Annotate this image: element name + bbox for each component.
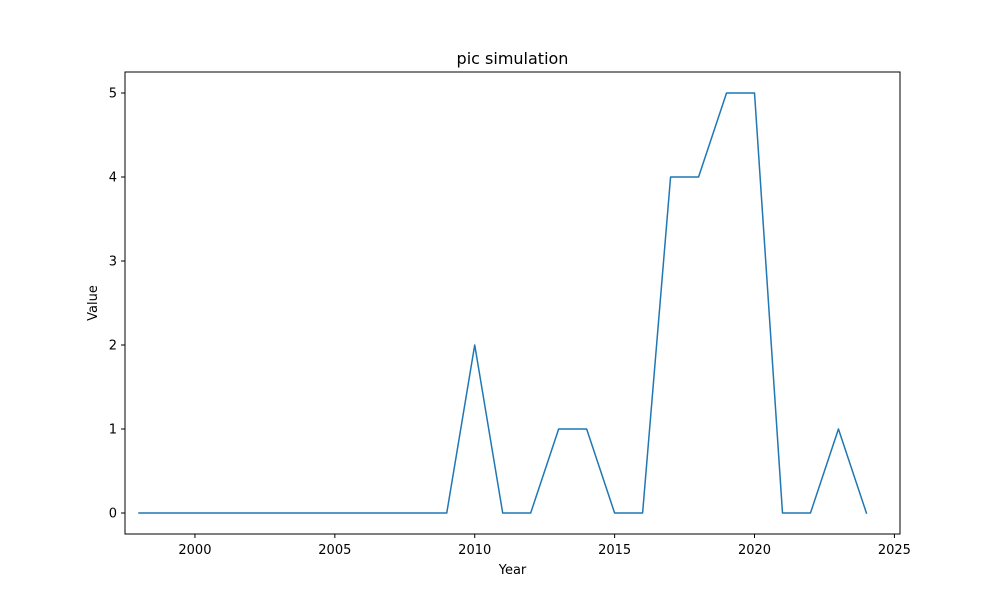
x-tick-label-2015: 2015 — [598, 543, 631, 558]
x-tick-label-2000: 2000 — [178, 543, 211, 558]
y-tick-label-5: 5 — [109, 87, 117, 102]
series-layer — [138, 92, 868, 514]
series-line-0 — [138, 92, 868, 514]
y-tick-label-3: 3 — [109, 255, 117, 270]
x-axis-ticks: 2000 2005 2010 2015 2020 2025 — [178, 534, 911, 558]
y-tick-label-0: 0 — [109, 507, 117, 522]
y-tick-label-2: 2 — [109, 339, 117, 354]
x-tick-label-2010: 2010 — [458, 543, 491, 558]
chart-title: pic simulation — [457, 49, 569, 68]
x-tick-label-2005: 2005 — [318, 543, 351, 558]
y-tick-label-1: 1 — [109, 423, 117, 438]
plot-area-frame — [124, 71, 901, 535]
y-axis-ticks: 0 1 2 3 4 5 — [109, 87, 125, 522]
x-tick-label-2025: 2025 — [878, 543, 911, 558]
y-tick-label-4: 4 — [109, 171, 117, 186]
x-tick-label-2020: 2020 — [738, 543, 771, 558]
x-axis-label: Year — [498, 563, 527, 578]
y-axis-label: Value — [86, 285, 101, 321]
